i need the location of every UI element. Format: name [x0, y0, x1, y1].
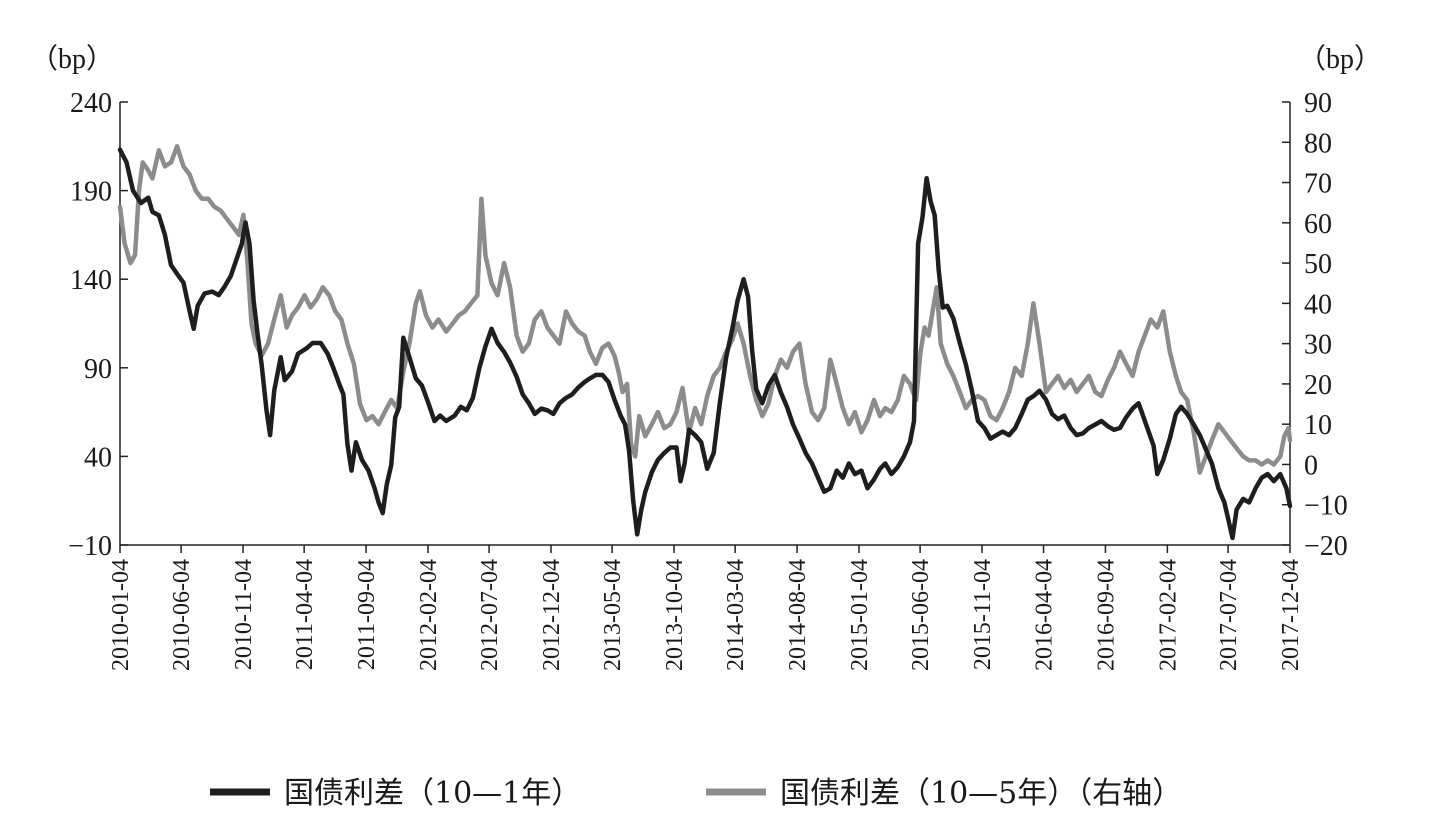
- axes-group: −10 40 90 140 190 240 −20 −10 0 10 20 30 40 50 60 70 80 9…: [68, 88, 1348, 671]
- right-axis-tick-label: 70: [1304, 169, 1332, 200]
- right-axis-tick-label: 30: [1304, 330, 1332, 361]
- right-axis-tick-label: −10: [1304, 491, 1348, 522]
- x-axis-tick-label: 2012-12-04: [539, 559, 565, 671]
- left-axis-unit-label: （bp）: [30, 43, 114, 75]
- x-axis-tick-label: 2016-09-04: [1093, 559, 1119, 671]
- right-axis-tick-label: −20: [1304, 531, 1348, 562]
- legend: 国债利差（10—1年） 国债利差（10—5年）（右轴）: [210, 776, 1182, 811]
- right-axis-tick-label: 50: [1304, 249, 1332, 280]
- right-axis-tick-label: 80: [1304, 128, 1332, 159]
- left-axis-tick-label: −10: [68, 531, 112, 562]
- x-axis-tick-label: 2017-07-04: [1216, 559, 1242, 671]
- x-axis-tick-label: 2013-05-04: [600, 559, 626, 671]
- x-axis-tick-label: 2010-11-04: [231, 559, 257, 670]
- x-axis-tick-label: 2010-06-04: [169, 559, 195, 671]
- x-axis-tick-label: 2011-04-04: [292, 559, 318, 670]
- x-axis-tick-label: 2017-12-04: [1278, 559, 1304, 671]
- right-axis-unit-label: （bp）: [1298, 43, 1382, 75]
- x-axis-tick-label: 2015-01-04: [847, 559, 873, 671]
- x-axis-tick-label: 2014-08-04: [785, 559, 811, 671]
- legend-label-10-1y: 国债利差（10—1年）: [284, 776, 581, 811]
- left-axis-tick-label: 90: [84, 354, 112, 385]
- series-line-10-1y: [117, 147, 1293, 541]
- x-axis-tick-label: 2011-09-04: [354, 559, 380, 670]
- x-axis-tick-label: 2010-01-04: [108, 559, 134, 671]
- x-axis-tick-label: 2015-06-04: [908, 559, 934, 671]
- left-axis-tick-label: 140: [70, 265, 112, 296]
- right-axis-tick-label: 10: [1304, 410, 1332, 441]
- x-axis-tick-label: 2012-07-04: [477, 559, 503, 671]
- right-axis-tick-label: 40: [1304, 289, 1332, 320]
- x-axis-tick-label: 2016-04-04: [1032, 559, 1058, 671]
- series-line-10-5y: [117, 144, 1293, 475]
- left-axis-tick-label: 190: [70, 177, 112, 208]
- right-axis-tick-label: 60: [1304, 209, 1332, 240]
- right-axis-tick-label: 20: [1304, 370, 1332, 401]
- left-axis-tick-label: 40: [84, 442, 112, 473]
- x-axis-tick-label: 2014-03-04: [723, 559, 749, 671]
- x-axis-tick-label: 2017-02-04: [1155, 559, 1181, 671]
- left-axis-tick-label: 240: [70, 88, 112, 119]
- right-axis-tick-label: 90: [1304, 88, 1332, 119]
- x-axis-tick-label: 2013-10-04: [662, 559, 688, 671]
- x-axis-tick-label: 2012-02-04: [416, 559, 442, 671]
- x-axis-tick-label: 2015-11-04: [970, 559, 996, 670]
- right-axis-tick-label: 0: [1304, 450, 1318, 481]
- series-group: [117, 144, 1293, 541]
- legend-label-10-5y: 国债利差（10—5年）（右轴）: [780, 776, 1182, 811]
